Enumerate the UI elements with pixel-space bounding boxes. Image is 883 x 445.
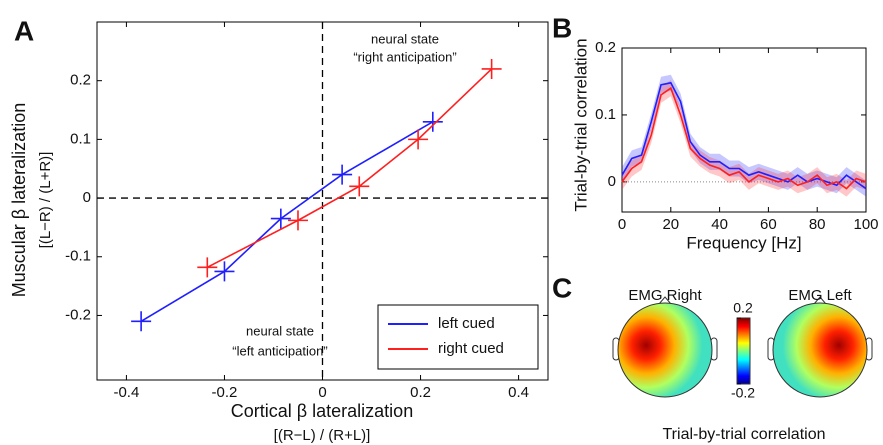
annotation: “left anticipation”: [232, 343, 327, 358]
marker: [131, 311, 152, 332]
colorbar-label: Trial-by-trial correlation: [663, 426, 826, 443]
annotation: neural state: [371, 31, 439, 46]
annotation: neural state: [246, 323, 314, 338]
map-title: EMG Right: [628, 287, 702, 304]
panel-letter: C: [552, 272, 572, 303]
map-title: EMG Left: [788, 287, 852, 304]
legend-box: [377, 304, 539, 370]
legend-label: right cued: [438, 340, 504, 357]
series-line: [621, 86, 867, 190]
y-axis-label: [(L−R) / (L+R)]: [37, 152, 54, 249]
x-tick-label: -0.4: [113, 384, 139, 401]
marker: [408, 129, 429, 150]
x-axis-label: [(R−L) / (R+L)]: [274, 427, 371, 444]
x-tick-label: 0.4: [508, 384, 529, 401]
y-tick-label: 0.1: [70, 130, 91, 147]
y-tick-label: -0.1: [65, 248, 91, 265]
error-band: [622, 80, 866, 197]
marker: [287, 210, 308, 231]
marker: [481, 58, 502, 79]
x-tick-label: 60: [760, 216, 777, 233]
panel-letter: B: [552, 12, 572, 43]
x-tick-label: 0: [318, 384, 326, 401]
x-tick-label: 80: [809, 216, 826, 233]
series-line: [140, 121, 434, 322]
x-tick-label: 40: [711, 216, 728, 233]
y-tick-label: 0: [83, 189, 91, 206]
y-tick-label: 0.1: [595, 106, 616, 123]
marker: [214, 261, 235, 282]
y-axis-label: Trial-by-trial correlation: [571, 38, 590, 211]
panel-letter: A: [14, 15, 34, 46]
head-right: [612, 296, 718, 398]
y-tick-label: 0.2: [70, 72, 91, 89]
series-line: [206, 68, 493, 269]
x-tick-label: 100: [853, 216, 878, 233]
x-tick-label: -0.2: [212, 384, 238, 401]
error-band: [622, 74, 866, 197]
marker: [197, 257, 218, 278]
colorbar-tick-label: 0.2: [733, 300, 753, 316]
x-tick-label: 0: [618, 216, 626, 233]
x-tick-label: 0.2: [410, 384, 431, 401]
y-axis-label: Muscular β lateralization: [9, 103, 29, 297]
series-line: [621, 81, 867, 190]
x-axis-label: Cortical β lateralization: [231, 401, 413, 421]
colorbar-tick-label: -0.2: [731, 385, 755, 401]
marker: [270, 208, 291, 229]
marker: [332, 164, 353, 185]
y-tick-label: 0: [608, 173, 616, 190]
x-tick-label: 20: [662, 216, 679, 233]
plot-frame: [621, 47, 867, 213]
head-left: [767, 296, 873, 398]
legend-label: left cued: [438, 315, 495, 332]
y-tick-label: -0.2: [65, 306, 91, 323]
colorbar: [736, 317, 751, 385]
marker: [349, 176, 370, 197]
x-axis-label: Frequency [Hz]: [686, 233, 801, 252]
marker: [422, 111, 443, 132]
y-tick-label: 0.2: [595, 39, 616, 56]
annotation: “right anticipation”: [353, 49, 456, 64]
